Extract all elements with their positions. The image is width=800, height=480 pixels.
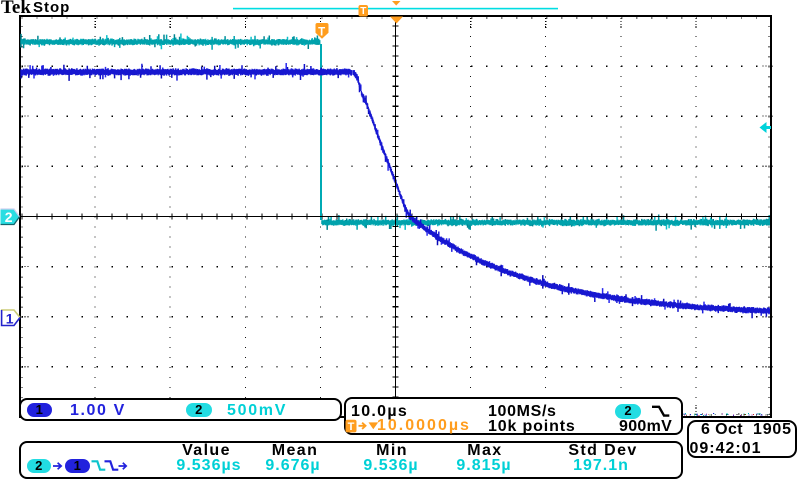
svg-text:2: 2 <box>5 209 13 225</box>
svg-text:T: T <box>318 27 325 39</box>
svg-text:T: T <box>360 6 366 17</box>
svg-text:1: 1 <box>6 311 14 327</box>
svg-text:T: T <box>347 421 354 433</box>
